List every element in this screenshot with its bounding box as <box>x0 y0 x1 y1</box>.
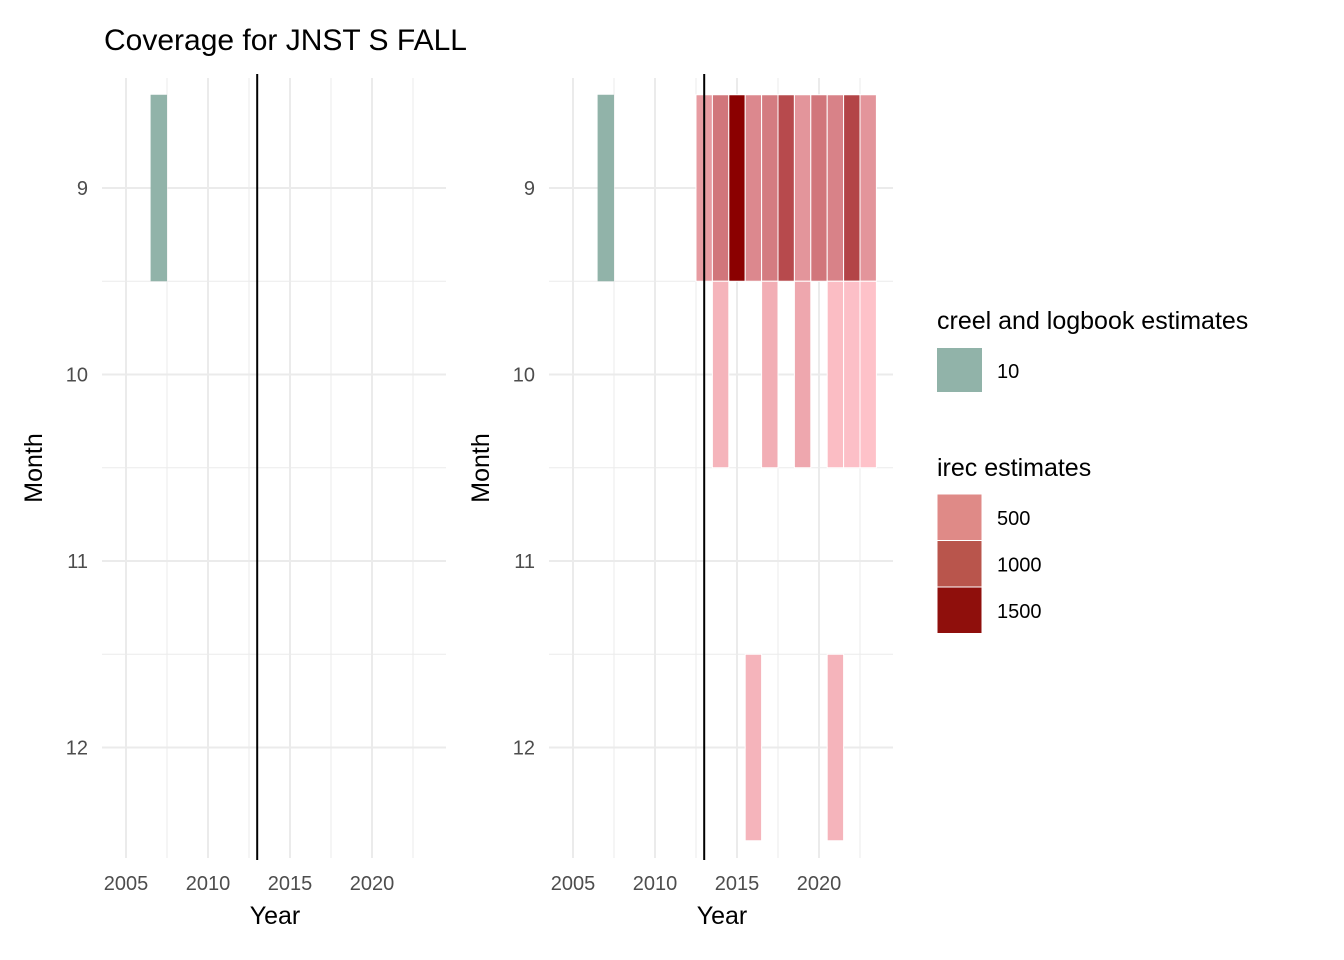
y-tick-label: 11 <box>514 551 535 573</box>
panel-right: 2005 2010 2015 2020 9 10 11 12 Year Month <box>467 74 893 930</box>
panel-left: 2005 2010 2015 2020 9 10 11 12 Year Month <box>20 74 446 930</box>
tile-2021-12 <box>826 653 845 842</box>
legend: creel and logbook estimates 10 irec estima… <box>936 307 1248 634</box>
x-axis-title: Year <box>697 902 748 930</box>
tile-2023-10 <box>859 280 877 469</box>
tile-2021-10 <box>826 280 845 469</box>
y-tick-label: 10 <box>513 365 535 387</box>
x-tick-label: 2010 <box>186 873 231 895</box>
y-tick-label: 12 <box>513 738 535 760</box>
y-tick-label: 9 <box>77 178 88 200</box>
tile-2018-9 <box>777 94 795 282</box>
tile-2014-10 <box>711 280 730 469</box>
y-tick-label: 11 <box>67 551 88 573</box>
chart-title: Coverage for JNST S FALL <box>104 24 467 57</box>
tile-2016-9 <box>744 94 763 282</box>
x-tick-label: 2015 <box>268 873 313 895</box>
tile-2014-9 <box>711 94 730 282</box>
legend-label-irec: 500 <box>997 508 1030 530</box>
legend-label-irec: 1500 <box>997 601 1042 623</box>
tile-2022-9 <box>843 94 861 282</box>
tile-2017-10 <box>761 280 779 469</box>
x-tick-label: 2005 <box>551 873 596 895</box>
x-tick-label: 2015 <box>715 873 760 895</box>
legend-title-creel: creel and logbook estimates <box>937 307 1248 335</box>
tile-2022-10 <box>843 280 861 469</box>
tile-2023-9 <box>859 94 877 282</box>
y-axis-title: Month <box>467 433 495 502</box>
tile-2017-9 <box>761 94 779 282</box>
tile-2007-9 <box>597 94 614 282</box>
tile-2007-9 <box>150 94 167 282</box>
y-tick-label: 9 <box>524 178 535 200</box>
tile-2016-12 <box>744 653 763 842</box>
tile-2019-10 <box>793 280 812 469</box>
tile-2020-9 <box>810 94 828 282</box>
legend-key-irec <box>936 493 983 541</box>
legend-key-irec <box>936 586 983 634</box>
legend-key-creel <box>937 348 982 392</box>
y-tick-label: 12 <box>66 738 88 760</box>
legend-label-creel: 10 <box>997 361 1019 383</box>
tile-2019-9 <box>793 94 812 282</box>
legend-key-irec <box>936 540 983 588</box>
x-tick-label: 2005 <box>104 873 149 895</box>
y-axis-title: Month <box>20 433 48 502</box>
tile-2021-9 <box>826 94 845 282</box>
x-axis-title: Year <box>250 902 301 930</box>
legend-label-irec: 1000 <box>997 555 1042 577</box>
x-tick-label: 2020 <box>350 873 395 895</box>
x-tick-label: 2010 <box>633 873 678 895</box>
legend-title-irec: irec estimates <box>937 454 1091 482</box>
tile-2015-9 <box>728 94 746 282</box>
y-tick-label: 10 <box>66 365 88 387</box>
x-tick-label: 2020 <box>797 873 842 895</box>
